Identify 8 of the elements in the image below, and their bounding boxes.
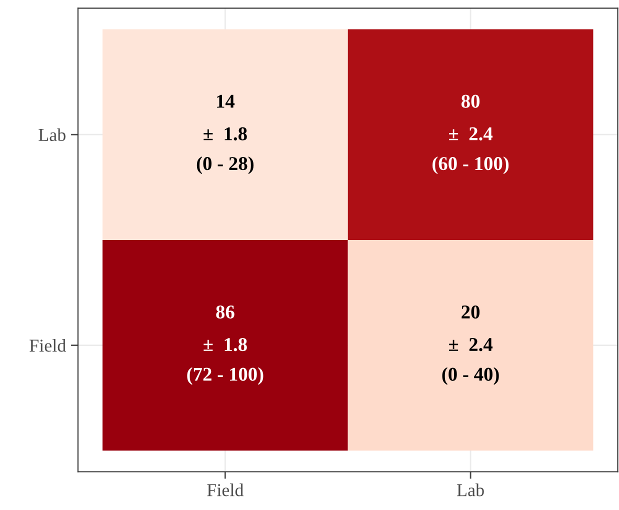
annotation: ± 1.8 (72 - 100) — [187, 338, 264, 385]
annotation: ± 2.4 (0 - 40) — [442, 338, 499, 385]
data-label: 80 — [461, 94, 480, 108]
annotation: ± 2.4 (60 - 100) — [432, 127, 509, 174]
annotation: ± 1.8 (0 - 28) — [196, 127, 254, 174]
data-label: 14 — [217, 94, 235, 108]
data-label: 86 — [216, 305, 234, 319]
data-label: 20 — [462, 305, 480, 319]
